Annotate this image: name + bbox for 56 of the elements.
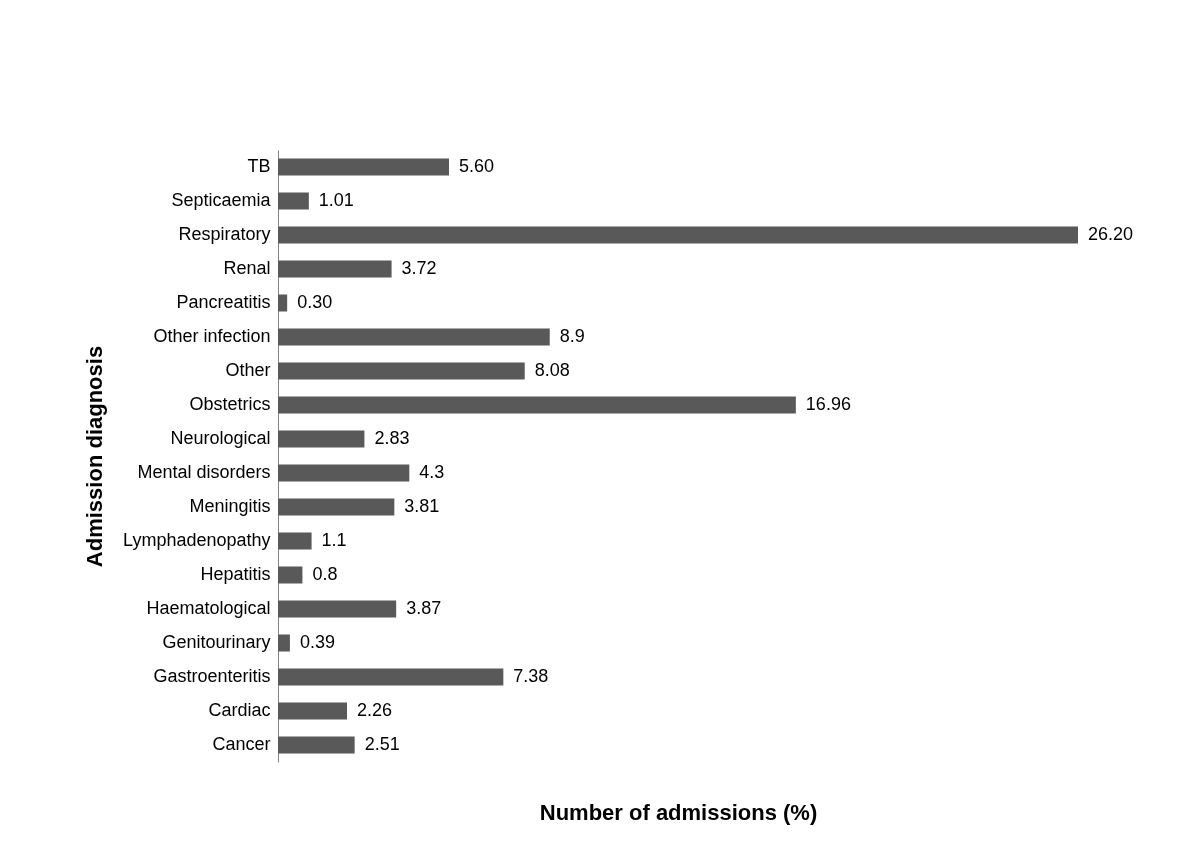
data-label: 2.26 [357,700,393,720]
y-tick-label: Other [225,360,271,380]
data-label: 5.60 [458,156,495,176]
data-label: 7.38 [513,666,549,686]
y-tick-label: Obstetrics [189,394,271,414]
y-tick-label: Gastroenteritis [153,666,271,686]
y-tick-label: Genitourinary [162,632,271,652]
y-tick-label: Mental disorders [137,462,271,482]
bar [278,600,397,618]
y-tick-label: Cancer [212,734,271,754]
data-label: 2.83 [374,428,410,448]
data-label: 4.3 [419,462,445,482]
y-axis-title: Admission diagnosis [82,345,108,568]
data-label: 0.39 [299,632,335,652]
bar [278,430,365,448]
y-tick-label: Lymphadenopathy [123,530,271,550]
y-tick-label: Hepatitis [200,564,271,584]
data-label: 0.8 [312,564,338,584]
data-label: 8.9 [559,326,585,346]
bar [278,736,355,754]
bar [278,294,288,312]
x-axis-title: Number of admissions (%) [539,799,818,825]
data-label: 26.20 [1088,224,1134,244]
bar [278,362,525,380]
bar [278,634,290,652]
bar [278,158,449,176]
bar [278,226,1078,244]
y-tick-label: Meningitis [189,496,271,516]
y-tick-label: Septicaemia [171,190,272,210]
y-tick-label: Cardiac [208,700,271,720]
y-tick-label: Renal [223,258,271,278]
bar [278,260,392,278]
data-label: 2.51 [364,734,400,754]
bar [278,566,303,584]
y-tick-label: Neurological [170,428,271,448]
y-tick-label: Other infection [153,326,271,346]
y-tick-label: Pancreatitis [176,292,271,312]
data-label: 1.1 [321,530,347,550]
data-label: 0.30 [297,292,333,312]
bar [278,396,796,414]
bar [278,328,550,346]
data-label: 8.08 [534,360,570,380]
y-tick-label: Haematological [146,598,271,618]
bar [278,464,410,482]
bar [278,668,504,686]
bar [278,498,395,516]
bar [278,702,348,720]
data-label: 3.72 [401,258,437,278]
y-tick-label: Respiratory [178,224,271,244]
bar [278,532,312,550]
data-label: 16.96 [805,394,851,414]
y-tick-label: TB [247,156,271,176]
data-label: 3.81 [404,496,440,516]
data-label: 3.87 [406,598,442,618]
data-label: 1.01 [318,190,354,210]
bar [278,192,309,210]
